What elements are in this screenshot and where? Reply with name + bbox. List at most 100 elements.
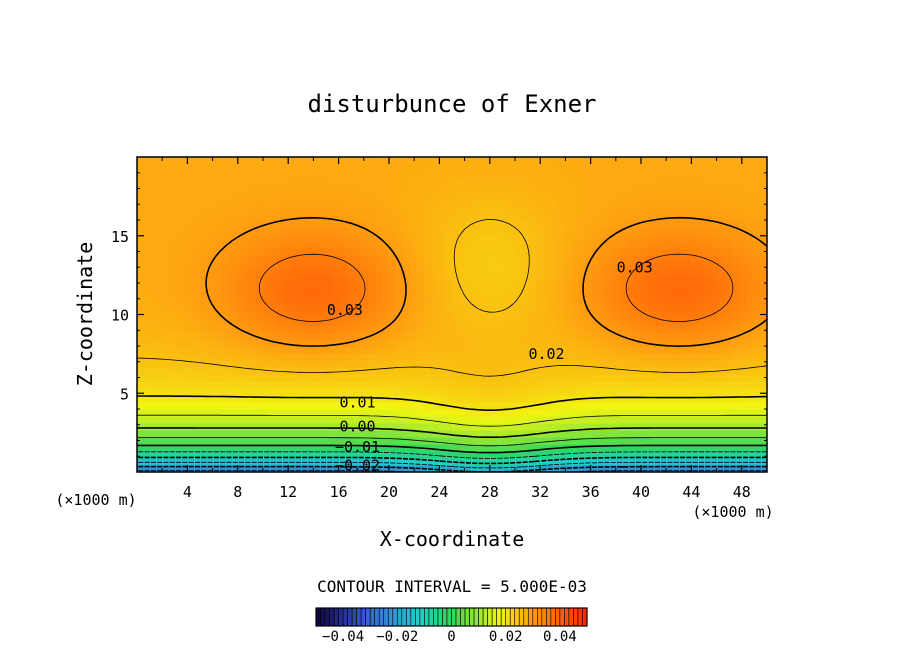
field-cell [151, 332, 159, 340]
field-cell [172, 367, 180, 375]
field-cell [564, 241, 572, 249]
field-cell [473, 171, 481, 179]
field-cell [725, 304, 733, 312]
field-cell [641, 318, 649, 326]
field-cell [662, 220, 670, 228]
field-cell [431, 444, 439, 452]
field-cell [172, 360, 180, 368]
field-cell [263, 458, 271, 466]
field-cell [319, 409, 327, 417]
field-cell [375, 178, 383, 186]
field-cell [270, 199, 278, 207]
field-cell [613, 339, 621, 347]
field-cell [403, 227, 411, 235]
field-cell [676, 213, 684, 221]
field-cell [214, 199, 222, 207]
field-cell [543, 255, 551, 263]
field-cell [732, 311, 740, 319]
field-cell [200, 227, 208, 235]
field-cell [487, 388, 495, 396]
field-cell [200, 234, 208, 242]
field-cell [718, 185, 726, 193]
field-cell [403, 402, 411, 410]
field-cell [697, 374, 705, 382]
field-cell [417, 465, 425, 472]
field-cell [382, 444, 390, 452]
field-cell [333, 318, 341, 326]
field-cell [466, 416, 474, 424]
field-cell [200, 374, 208, 382]
field-cell [235, 465, 243, 472]
field-cell [669, 388, 677, 396]
field-cell [515, 423, 523, 431]
colorbar-segment [424, 607, 430, 627]
field-cell [340, 283, 348, 291]
field-cell [256, 213, 264, 221]
field-cell [340, 213, 348, 221]
field-cell [760, 360, 767, 368]
field-cell [354, 157, 362, 165]
field-cell [634, 164, 642, 172]
field-cell [186, 241, 194, 249]
field-cell [466, 451, 474, 459]
field-cell [732, 451, 740, 459]
field-cell [382, 423, 390, 431]
field-cell [340, 255, 348, 263]
field-cell [564, 199, 572, 207]
field-cell [172, 234, 180, 242]
field-cell [424, 234, 432, 242]
field-cell [494, 241, 502, 249]
field-cell [445, 374, 453, 382]
field-cell [501, 206, 509, 214]
colorbar-segment [455, 607, 461, 627]
field-cell [410, 213, 418, 221]
field-cell [151, 325, 159, 333]
field-cell [725, 423, 733, 431]
field-cell [151, 276, 159, 284]
field-cell [417, 164, 425, 172]
field-cell [739, 290, 747, 298]
field-cell [438, 353, 446, 361]
field-cell [746, 178, 754, 186]
field-cell [669, 206, 677, 214]
field-cell [508, 304, 516, 312]
field-cell [690, 227, 698, 235]
field-cell [305, 213, 313, 221]
field-cell [557, 171, 565, 179]
field-cell [508, 444, 516, 452]
field-cell [340, 465, 348, 472]
field-cell [333, 332, 341, 340]
field-cell [515, 360, 523, 368]
field-cell [354, 276, 362, 284]
field-cell [704, 157, 712, 165]
field-cell [228, 255, 236, 263]
field-cell [165, 381, 173, 389]
field-cell [144, 227, 152, 235]
field-cell [221, 444, 229, 452]
field-cell [263, 185, 271, 193]
field-cell [753, 374, 761, 382]
field-cell [606, 353, 614, 361]
colorbar-segment [396, 607, 403, 627]
field-cell [466, 206, 474, 214]
field-cell [522, 325, 530, 333]
field-cell [375, 395, 383, 403]
field-cell [592, 178, 600, 186]
field-cell [242, 290, 250, 298]
field-cell [221, 171, 229, 179]
field-cell [277, 332, 285, 340]
field-cell [718, 297, 726, 305]
field-cell [641, 297, 649, 305]
field-cell [284, 304, 292, 312]
field-cell [347, 276, 355, 284]
field-cell [704, 465, 712, 472]
field-cell [221, 437, 229, 445]
field-cell [284, 206, 292, 214]
field-cell [137, 444, 145, 452]
field-cell [585, 178, 593, 186]
field-cell [137, 220, 145, 228]
field-cell [396, 346, 404, 354]
field-cell [459, 332, 467, 340]
field-cell [508, 248, 516, 256]
field-cell [193, 346, 201, 354]
